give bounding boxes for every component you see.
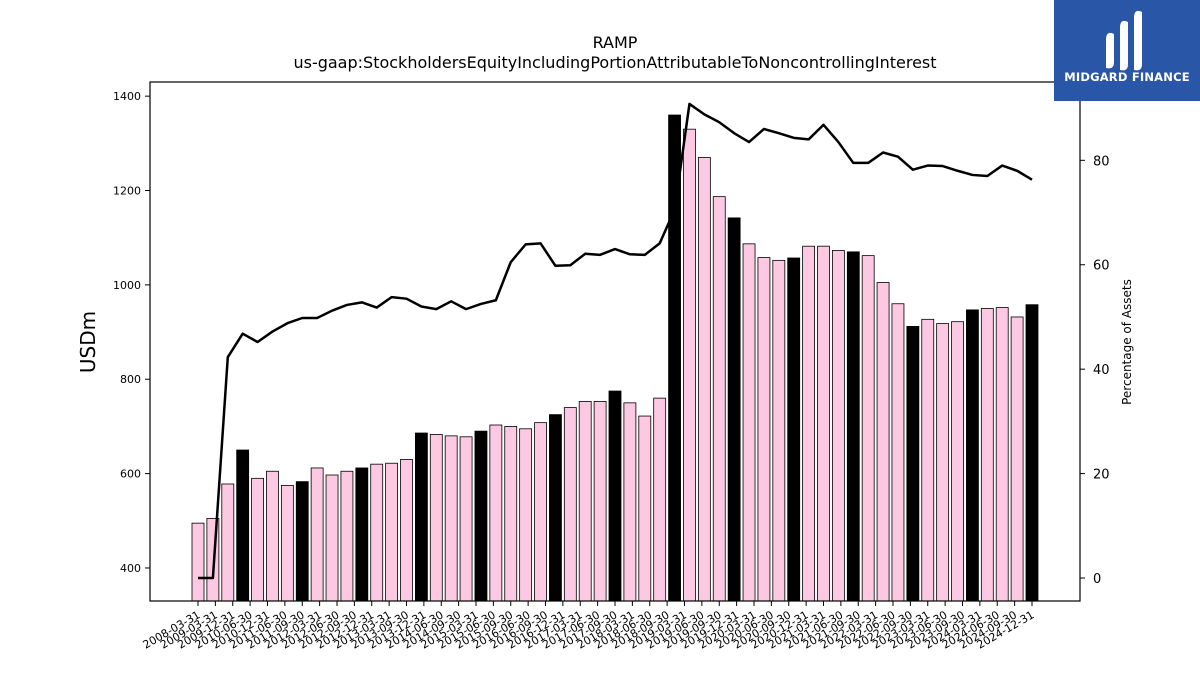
bar [280, 484, 294, 602]
bar [980, 308, 994, 602]
bar [697, 157, 711, 602]
bar [638, 415, 652, 602]
axes-group: 4006008001000120014000204060802008-03-31… [113, 81, 1110, 652]
bar [489, 424, 503, 602]
bar [861, 255, 875, 602]
logo: MIDGARD FINANCE [1054, 0, 1200, 101]
y2-axis-label: Percentage of Assets [1120, 279, 1134, 405]
bar [727, 217, 741, 602]
y-tick-label: 400 [120, 562, 141, 575]
y2-tick-label: 60 [1093, 259, 1110, 274]
bar [266, 470, 279, 602]
y2-tick-label: 80 [1093, 154, 1110, 169]
bar [772, 259, 786, 602]
bar [549, 414, 562, 602]
bar [504, 426, 518, 602]
bar [608, 390, 622, 602]
bar [966, 309, 979, 602]
bar [817, 245, 830, 602]
bar [593, 401, 607, 602]
bar [1010, 316, 1024, 602]
bar [325, 474, 339, 602]
y-tick-label: 1200 [113, 185, 141, 198]
bar [236, 449, 250, 602]
bar [623, 402, 637, 602]
bar [802, 245, 816, 602]
bar [534, 422, 547, 602]
bar [251, 477, 264, 602]
bar [355, 467, 369, 602]
bar [400, 459, 413, 602]
bar [787, 257, 801, 602]
y-tick-label: 1000 [113, 279, 141, 292]
bar [742, 243, 756, 602]
bar [310, 467, 324, 602]
bar [191, 522, 205, 602]
chart-subtitle: us-gaap:StockholdersEquityIncludingPorti… [293, 53, 936, 72]
bar [951, 321, 964, 602]
bar [459, 436, 473, 602]
logo-mark-icon [1106, 10, 1142, 71]
bar [340, 470, 354, 602]
y-tick-label: 600 [120, 468, 141, 481]
bar [846, 251, 860, 602]
bar [653, 397, 667, 602]
bar [414, 432, 428, 602]
bar [474, 430, 488, 602]
bar [683, 128, 696, 602]
percentage-line [198, 102, 1033, 580]
chart-title: RAMP [593, 33, 638, 52]
bars-group [191, 114, 1039, 602]
bar [876, 282, 890, 602]
y-axis-label: USDm [76, 311, 100, 373]
bar [936, 323, 950, 602]
bar [519, 428, 533, 602]
logo-text: MIDGARD FINANCE [1064, 70, 1190, 84]
bar [444, 435, 458, 602]
y2-tick-label: 40 [1093, 363, 1110, 378]
bar [221, 483, 235, 602]
line-group [198, 102, 1033, 580]
bar [370, 463, 384, 602]
bar [831, 250, 845, 602]
bar [712, 196, 726, 602]
bar [757, 257, 771, 602]
bar [385, 462, 399, 602]
bar [995, 307, 1009, 602]
y-tick-label: 1400 [113, 90, 141, 103]
bar [921, 318, 935, 602]
bar [1025, 304, 1039, 602]
y-tick-label: 800 [120, 373, 141, 386]
y2-tick-label: 20 [1093, 468, 1110, 483]
bar [563, 407, 577, 602]
bar [891, 303, 905, 602]
bar [578, 401, 592, 602]
bar [906, 325, 920, 602]
y2-tick-label: 0 [1093, 572, 1101, 587]
bar [295, 481, 309, 602]
bar [429, 434, 443, 602]
